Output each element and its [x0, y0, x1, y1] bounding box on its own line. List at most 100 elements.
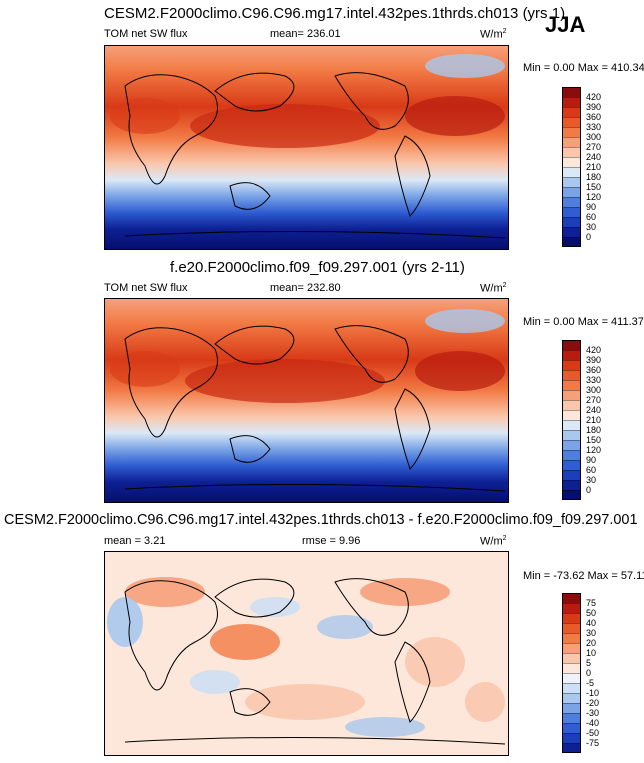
panel-3-colorbar-segment: [563, 693, 580, 703]
panel-1-colorbar-tick-label: 240: [586, 151, 602, 162]
panel-3-colorbar-segment: [563, 643, 580, 653]
panel-3-colorbar-tick-label: -10: [586, 687, 600, 698]
panel-1-colorbar-segment: [563, 167, 580, 177]
panel-2-map-svg: [105, 299, 508, 502]
panel-2-colorbar-segment: [563, 430, 580, 440]
panel-1-arctic: [425, 54, 505, 78]
panel-2-colorbar: 420 390 360 330 300 270 240 210 180 150 120 90 60 30 0: [562, 340, 612, 500]
panel-3-minmax: Min = -73.62 Max = 57.11: [523, 570, 644, 582]
panel-1-units-sup: 2: [502, 28, 507, 35]
panel-2-colorbar-segment: [563, 460, 580, 470]
panel-2-title: f.e20.F2000climo.f09_f09.297.001 (yrs 2-…: [170, 259, 465, 276]
panel-2-colorbar-segment: [563, 350, 580, 360]
panel-3-anomalies: [107, 577, 505, 737]
panel-2-atlantic-max: [415, 351, 505, 391]
panel-1-colorbar-segment: [563, 197, 580, 207]
panel-2-colorbar-tick-label: 180: [586, 424, 602, 435]
panel-2-colorbar-tick-label: 150: [586, 434, 602, 445]
panel-1-field: [105, 46, 508, 249]
panel-1-colorbar-tick-label: 0: [586, 231, 592, 242]
panel-2-map: [104, 298, 509, 503]
panel-2-colorbar-segment: [563, 420, 580, 430]
panel-1-pacific-max: [190, 104, 380, 148]
panel-3-colorbar-segment: [563, 663, 580, 673]
panel-1-colorbar-tick-label: 30: [586, 221, 597, 232]
panel-3-colorbar-tick-label: -5: [586, 677, 595, 688]
panel-2-colorbar-tick-label: 270: [586, 394, 602, 405]
panel-2-colorbar-segment: [563, 390, 580, 400]
panel-2-colorbar-segment: [563, 400, 580, 410]
panel-3-colorbar-segment: [563, 683, 580, 693]
panel-3-colorbar-segment: [563, 673, 580, 683]
panel-3-colorbar-tick-label: 20: [586, 637, 597, 648]
panel-1-colorbar-tick-label: 270: [586, 141, 602, 152]
panel-2-colorbar-segment: [563, 360, 580, 370]
panel-3-colorbar-tick-label: 75: [586, 597, 597, 608]
panel-1-colorbar-tick-label: 300: [586, 131, 602, 142]
panel-3-map: [104, 551, 509, 756]
panel-1-units: W/m2: [480, 28, 507, 41]
panel-1-colorbar-segment: [563, 97, 580, 107]
panel-2-colorbar-tick-label: 60: [586, 464, 597, 475]
panel-1-colorbar-tick-label: 390: [586, 101, 602, 112]
panel-1-colorbar-segment: [563, 237, 580, 247]
panel-3-colorbar-tick-label: -75: [586, 737, 600, 748]
panel-3-colorbar-tick-label: 5: [586, 657, 592, 668]
panel-1-units-base: W/m: [480, 28, 503, 41]
panel-2-colorbar-tick-label: 210: [586, 414, 602, 425]
panel-3-colorbar-tick-label: 30: [586, 627, 597, 638]
panel-1-minmax: Min = 0.00 Max = 410.34: [523, 62, 644, 74]
panel-1-colorbar-tick-label: 420: [586, 91, 602, 102]
panel-2-units-sup: 2: [502, 282, 507, 289]
panel-2-variable-label: TOM net SW flux: [104, 282, 188, 294]
panel-3-units-sup: 2: [502, 535, 507, 542]
panel-1-colorbar-segment: [563, 177, 580, 187]
panel-3-colorbar-tick-label: 50: [586, 607, 597, 618]
panel-2-colorbar-segment: [563, 380, 580, 390]
panel-1-colorbar-tick-label: 180: [586, 171, 602, 182]
panel-3-colorbar-segment: [563, 603, 580, 613]
panel-3-title: CESM2.F2000climo.C96.C96.mg17.intel.432p…: [4, 512, 638, 528]
panel-3-mean-label: mean = 3.21: [104, 535, 166, 547]
panel-2-colorbar-segment: [563, 440, 580, 450]
panel-3-colorbar-tick-label: -40: [586, 717, 600, 728]
panel-2-units: W/m2: [480, 282, 507, 295]
panel-2-arctic: [425, 309, 505, 333]
panel-1-map: [104, 45, 509, 250]
panel-1-colorbar-tick-label: 210: [586, 161, 602, 172]
panel-2-mean-label: mean= 232.80: [270, 282, 341, 294]
panel-2-colorbar-segment: [563, 490, 580, 500]
panel-1-variable-label: TOM net SW flux: [104, 28, 188, 40]
panel-3-colorbar-tick-label: 40: [586, 617, 597, 628]
panel-1-colorbar: 420 390 360 330 300 270 240 210 180 150 120 90 60 30 0: [562, 87, 612, 247]
panel-2-colorbar-box: [562, 340, 581, 500]
panel-1-colorbar-segment: [563, 207, 580, 217]
panel-3-colorbar-tick-label: -20: [586, 697, 600, 708]
panel-1-coastlines: [124, 72, 506, 239]
panel-3-colorbar-segment: [563, 723, 580, 733]
panel-2-colorbar-segment: [563, 340, 580, 350]
panel-1-colorbar-box: [562, 87, 581, 247]
panel-3-colorbar-segment: [563, 613, 580, 623]
panel-2-pacific-max: [185, 359, 385, 403]
panel-2-units-base: W/m: [480, 282, 503, 295]
panel-3-map-svg: [105, 552, 508, 755]
panel-1-colorbar-segment: [563, 187, 580, 197]
panel-3-units-base: W/m: [480, 535, 503, 548]
panel-3-colorbar-tick-label: 0: [586, 667, 592, 678]
panel-3-colorbar-box: [562, 593, 581, 753]
panel-1-map-svg: [105, 46, 508, 249]
panel-3-colorbar-tick-label: -50: [586, 727, 600, 738]
panel-1-colorbar-segment: [563, 107, 580, 117]
panel-3-colorbar-segment: [563, 623, 580, 633]
panel-1-colorbar-segment: [563, 127, 580, 137]
panel-2-colorbar-tick-label: 330: [586, 374, 602, 385]
panel-2-colorbar-tick-label: 420: [586, 344, 602, 355]
panel-1-colorbar-tick-label: 360: [586, 111, 602, 122]
panel-2-colorbar-tick-label: 90: [586, 454, 597, 465]
panel-3-colorbar-segment: [563, 633, 580, 643]
panel-3-colorbar-tick-label: 10: [586, 647, 597, 658]
panel-3-colorbar-segment: [563, 743, 580, 753]
panel-1-colorbar-segment: [563, 217, 580, 227]
panel-2-colorbar-tick-label: 390: [586, 354, 602, 365]
